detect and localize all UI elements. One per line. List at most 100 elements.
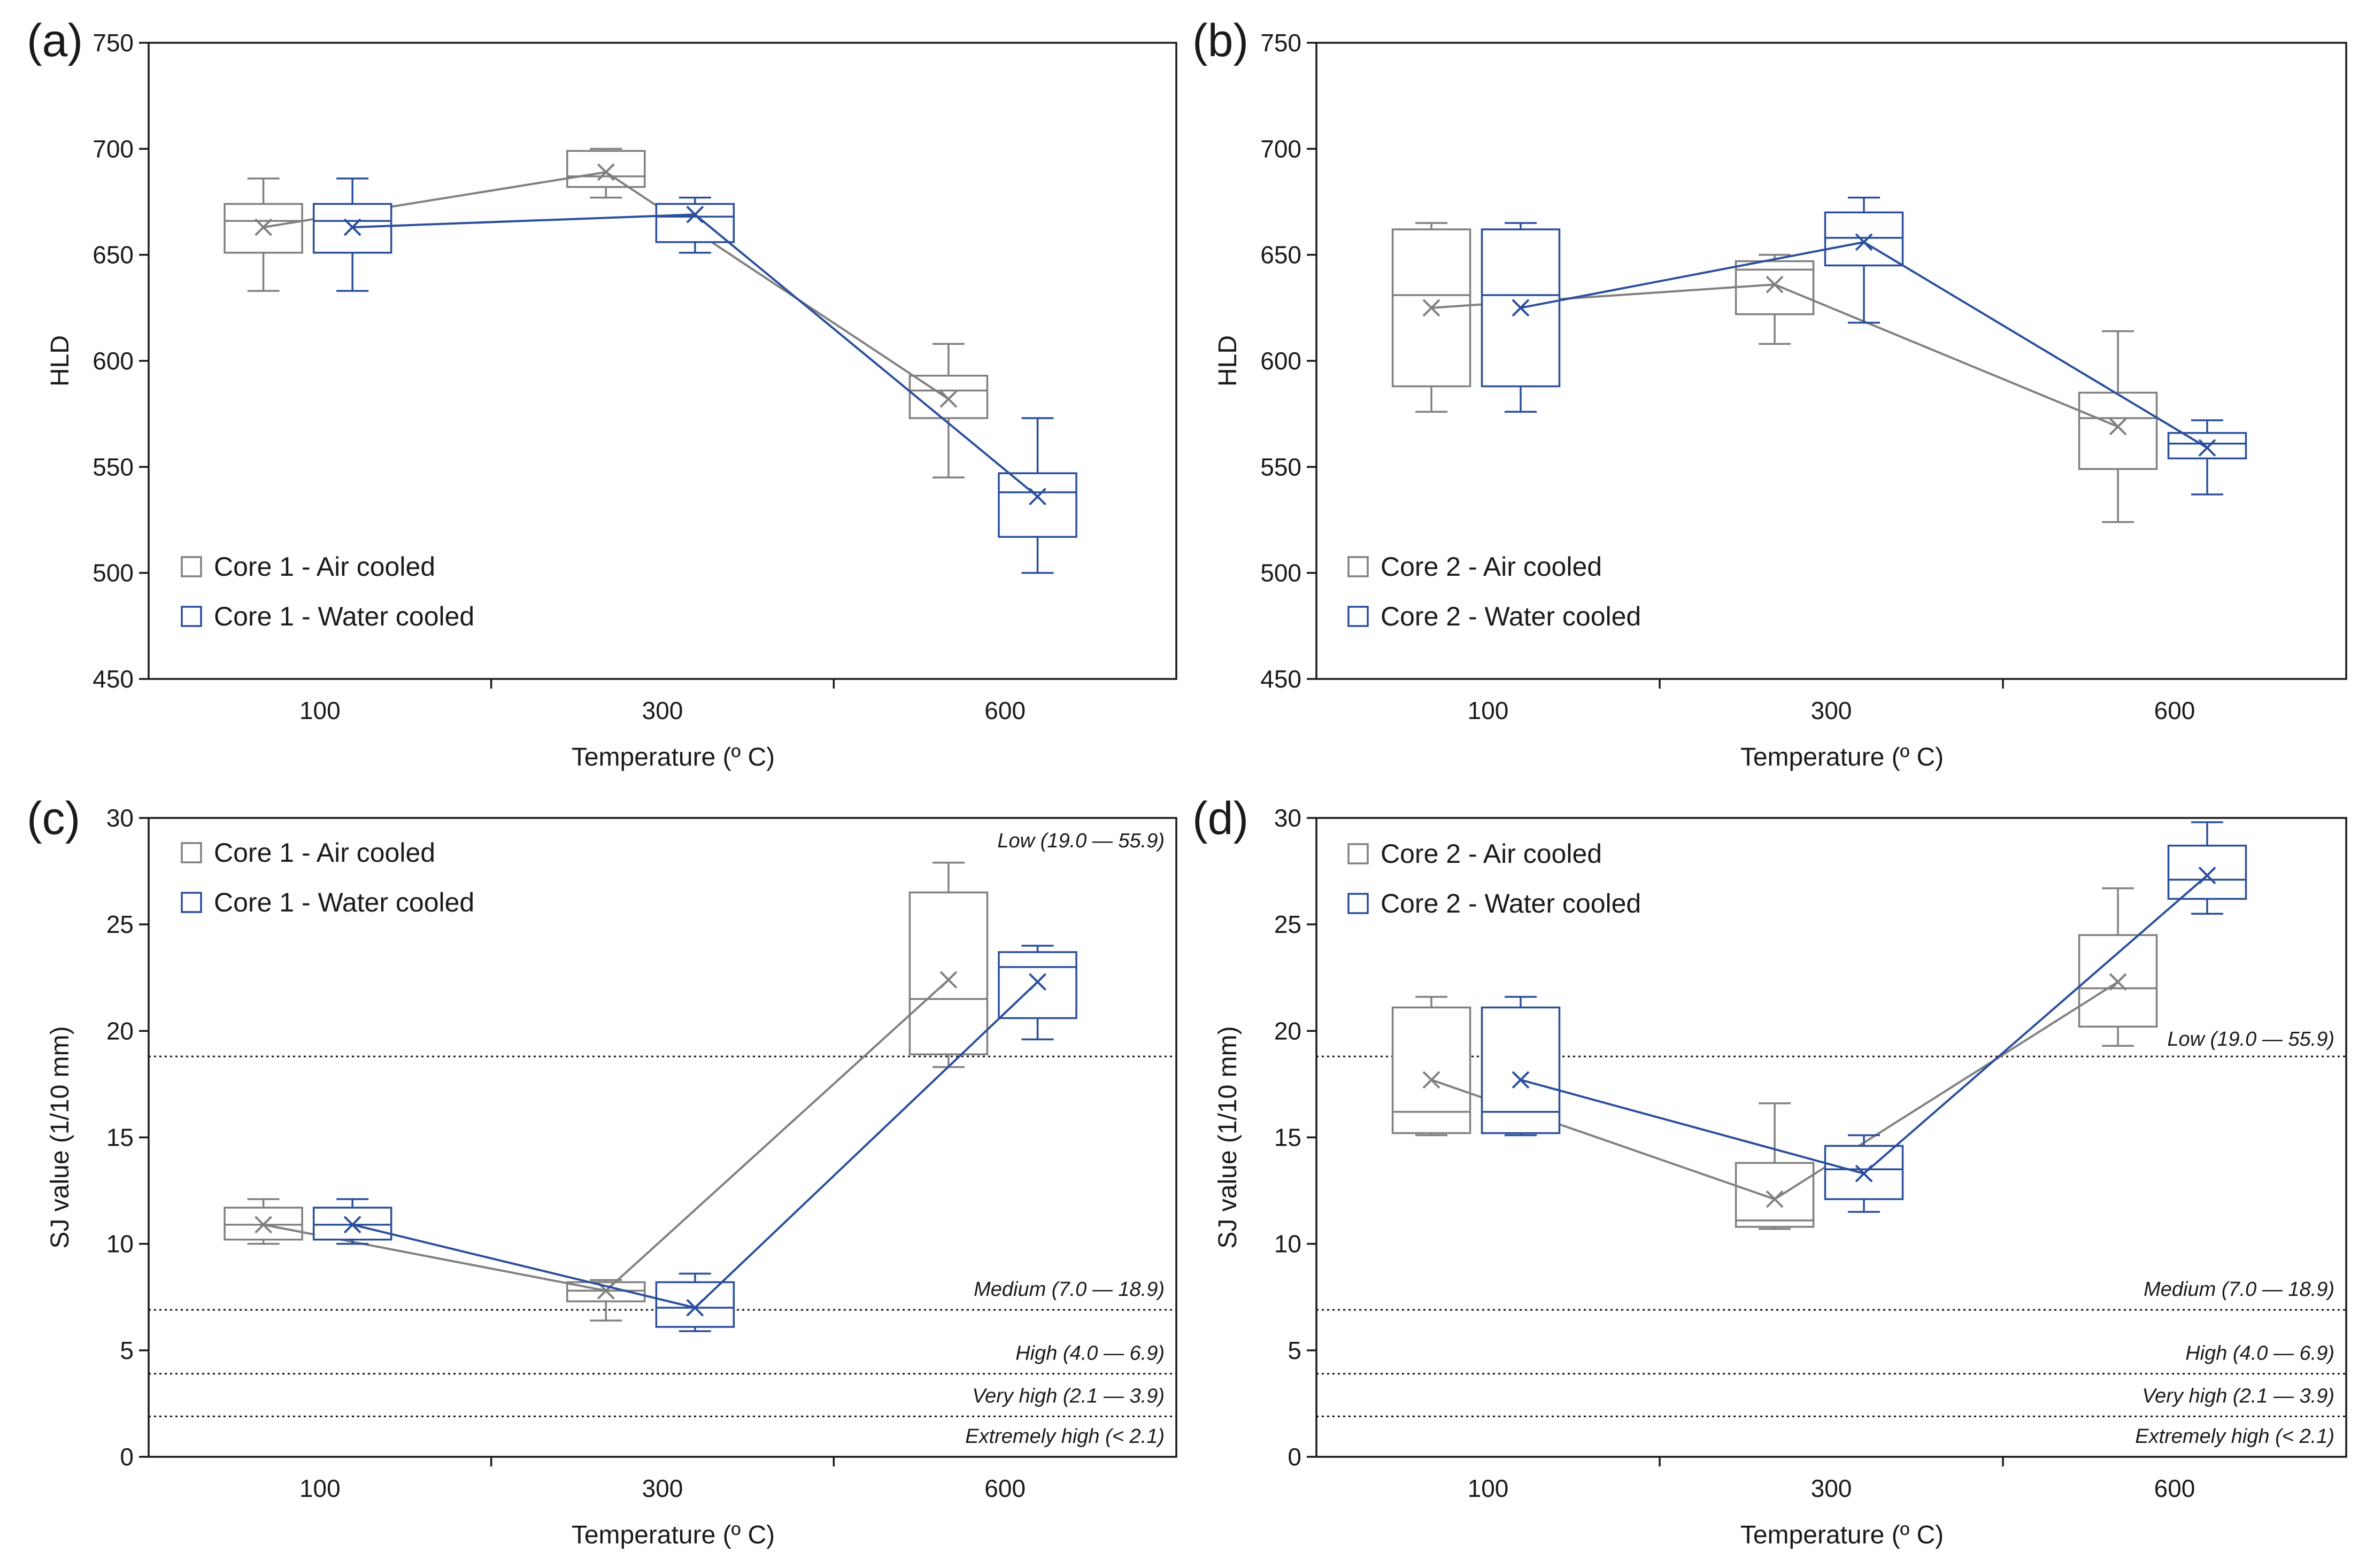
chart-panel-c: 0 5 10 15 20 25 30 100 300 600 Temperature (º C) SJ… [27,793,1177,1549]
iqr-box [1391,1006,1471,1134]
y-tick-label: 450 [1260,665,1301,693]
x-axis-title: Temperature (º C) [572,743,775,771]
series-water-cooled [1481,196,2247,496]
x-axis-title: Temperature (º C) [1740,743,1944,771]
legend-swatch [1347,893,1369,914]
y-tick-label: 15 [1274,1124,1301,1152]
legend-label: Core 2 - Air cooled [1381,552,1602,582]
legend-label: Core 2 - Air cooled [1381,839,1602,869]
mean-marker [686,205,704,223]
y-tick-label: 600 [93,347,134,375]
mean-marker [255,218,273,236]
legend-swatch [181,842,202,863]
legend: Core 1 - Air cooled Core 1 - Water cooled [181,838,474,917]
series-water-cooled [312,177,1077,574]
box-100 [1391,995,1471,1137]
y-tick-label: 10 [1274,1230,1301,1258]
y-tick-label: 0 [120,1443,134,1471]
reference-label: High (4.0 — 6.9) [1015,1342,1165,1365]
reference-label: Low (19.0 — 55.9) [2167,1028,2334,1051]
mean-marker-stroke [686,205,704,223]
mean-marker [255,1216,273,1234]
mean-marker-stroke [939,971,958,989]
mean-marker [1855,233,1873,251]
legend-label: Core 2 - Water cooled [1381,889,1641,918]
reference-label: High (4.0 — 6.9) [2185,1342,2334,1365]
y-tick-label: 750 [93,29,134,57]
box-600 [2078,887,2158,1047]
box-100 [1481,995,1561,1137]
box-600 [908,861,989,1068]
x-tick-label: 600 [2154,1474,2195,1502]
box-600 [998,945,1077,1041]
box-300 [1824,1134,1904,1213]
mean-marker [343,1216,361,1234]
y-tick-label: 550 [93,453,134,481]
legend-label: Core 1 - Air cooled [214,838,435,868]
x-axis-title: Temperature (º C) [572,1521,775,1549]
x-tick-label: 600 [984,1474,1026,1502]
reference-label: Low (19.0 — 55.9) [997,830,1165,852]
x-tick-label: 300 [1811,697,1852,724]
mean-marker-stroke [1029,973,1046,991]
mean-marker-stroke [1855,1164,1873,1183]
mean-marker-stroke [255,1216,273,1234]
box-600 [2167,821,2247,915]
x-tick-label: 100 [1468,697,1509,724]
box-100 [1391,222,1471,413]
legend-label: Core 1 - Water cooled [214,601,474,631]
mean-marker-stroke [1766,1190,1784,1208]
box-100 [224,177,303,292]
series-air-cooled [224,861,989,1322]
box-300 [1735,1102,1815,1230]
x-tick-label: 600 [984,697,1026,724]
legend-swatch [181,892,202,913]
mean-marker-stroke [597,1281,615,1300]
y-tick-label: 600 [1260,347,1301,375]
iqr-box [1481,1006,1561,1134]
legend: Core 2 - Air cooled Core 2 - Water cooled [1347,839,1641,918]
y-tick-label: 5 [1288,1337,1301,1364]
legend-swatch [181,606,202,627]
mean-marker-stroke [1855,233,1873,251]
mean-marker [343,218,361,236]
mean-marker-stroke [597,163,615,181]
box-300 [1824,196,1904,324]
iqr-box [655,1281,735,1328]
y-tick-label: 25 [106,910,134,938]
iqr-box [908,891,989,1055]
mean-marker-stroke [939,390,958,408]
box-600 [998,417,1077,574]
mean-marker-stroke [1766,275,1784,293]
mean-marker-stroke [1422,299,1440,317]
mean-marker [686,1299,704,1317]
chart-panel-d: 0 5 10 15 20 25 30 100 300 600 Temperature (º C) SJ… [1192,793,2347,1549]
y-axis-title: HLD [1214,335,1242,387]
box-100 [224,1198,303,1245]
mean-marker [1855,1164,1873,1183]
mean-marker [2109,973,2127,991]
iqr-box [2167,845,2247,900]
panel-label: (d) [1192,793,1248,844]
mean-marker-stroke [343,1216,361,1234]
x-tick-label: 300 [642,1474,683,1502]
y-tick-label: 500 [93,559,134,587]
mean-marker-stroke [255,218,273,236]
y-tick-label: 30 [1274,804,1301,832]
reference-label: Very high (2.1 — 3.9) [2142,1385,2334,1407]
reference-label: Extremely high (< 2.1) [965,1425,1165,1448]
mean-marker [939,971,958,989]
iqr-box [1824,1145,1904,1200]
plot-frame [148,42,1177,680]
mean-marker [939,390,958,408]
mean-marker-stroke [1422,1071,1440,1089]
box-300 [1735,253,1815,345]
legend-swatch [1347,556,1369,577]
chart-panel-a: 450 500 550 600 650 700 750 100 300 600 Temperatur… [27,15,1177,771]
mean-marker [2198,867,2216,884]
y-tick-label: 30 [106,804,134,832]
mean-marker [1422,1071,1440,1089]
series-air-cooled [224,148,989,478]
box-600 [2078,330,2158,523]
box-300 [655,196,735,254]
